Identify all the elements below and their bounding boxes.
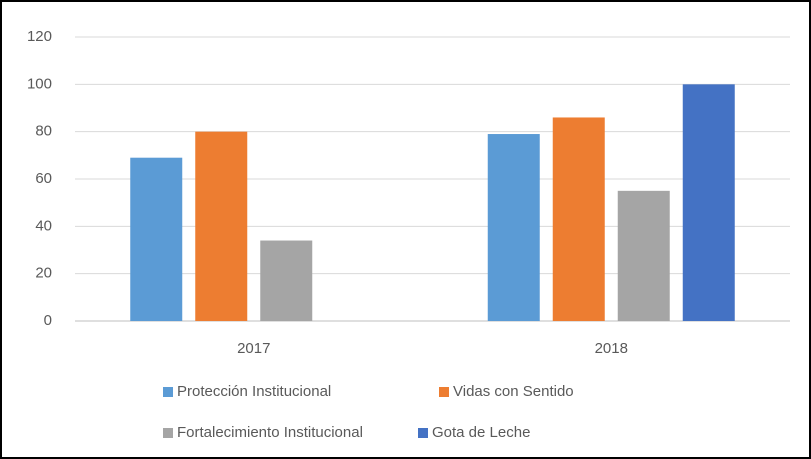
bar (552, 117, 605, 321)
legend-swatch (439, 387, 449, 397)
legend-label: Vidas con Sentido (453, 383, 574, 400)
legend-swatch (163, 387, 173, 397)
legend-label: Protección Institucional (177, 383, 331, 400)
bar (682, 84, 735, 321)
legend-label: Gota de Leche (432, 424, 530, 441)
legend-label: Fortalecimiento Institucional (177, 424, 363, 441)
legend-swatch (418, 428, 428, 438)
y-tick-label: 80 (35, 123, 52, 140)
y-tick-label: 60 (35, 170, 52, 187)
bar (195, 131, 248, 321)
y-tick-label: 0 (44, 312, 52, 329)
y-tick-label: 40 (35, 217, 52, 234)
bar (130, 157, 183, 321)
x-tick-label: 2017 (237, 340, 270, 357)
bar (617, 190, 670, 321)
bar (487, 134, 540, 321)
legend-swatch (163, 428, 173, 438)
x-tick-label: 2018 (595, 340, 628, 357)
y-tick-label: 20 (35, 265, 52, 282)
y-tick-label: 120 (27, 28, 52, 45)
y-tick-label: 100 (27, 75, 52, 92)
bar (260, 240, 313, 321)
